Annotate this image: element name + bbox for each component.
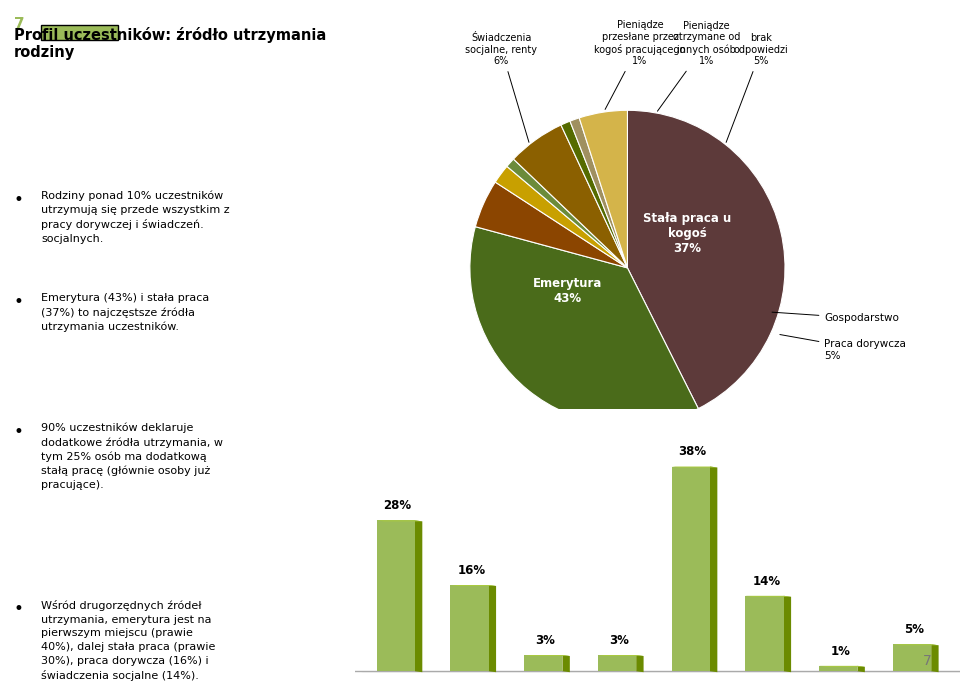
Text: •: •	[13, 191, 24, 209]
Text: 1%: 1%	[830, 644, 851, 657]
Bar	[376, 520, 415, 671]
Bar	[893, 644, 931, 671]
Polygon shape	[710, 466, 717, 672]
Bar	[819, 666, 857, 671]
Wedge shape	[475, 182, 628, 268]
Bar	[598, 655, 636, 671]
Wedge shape	[469, 226, 698, 426]
Bar	[672, 466, 710, 671]
Text: brak
odpowiedzi
5%: brak odpowiedzi 5%	[726, 33, 789, 143]
Text: Emerytura (43%) i stała praca
(37%) to najczęstsze źródła
utrzymania uczestników: Emerytura (43%) i stała praca (37%) to n…	[41, 293, 209, 332]
Wedge shape	[507, 159, 628, 268]
Polygon shape	[415, 520, 422, 672]
Text: 38%: 38%	[679, 445, 707, 458]
Text: 3%: 3%	[609, 634, 629, 647]
Polygon shape	[563, 655, 570, 672]
Polygon shape	[355, 671, 960, 672]
Text: •: •	[13, 423, 24, 441]
Polygon shape	[931, 644, 939, 672]
Text: Wśród drugorzędnych źródeł
utrzymania, emerytura jest na
pierwszym miejscu (praw: Wśród drugorzędnych źródeł utrzymania, e…	[41, 600, 216, 681]
Text: 7: 7	[923, 654, 931, 668]
Text: Pieniądze
otrzymane od
innych osób
1%: Pieniądze otrzymane od innych osób 1%	[658, 20, 740, 111]
Text: Rodziny ponad 10% uczestników
utrzymują się przede wszystkim z
pracy dorywczej i: Rodziny ponad 10% uczestników utrzymują …	[41, 191, 230, 243]
Polygon shape	[450, 585, 496, 586]
Text: Stała praca u
kogoś
37%: Stała praca u kogoś 37%	[643, 211, 732, 254]
Polygon shape	[376, 520, 422, 521]
Polygon shape	[598, 655, 643, 656]
Bar	[450, 585, 489, 671]
Text: 7: 7	[13, 17, 24, 32]
Text: Gospodarstwo: Gospodarstwo	[772, 312, 900, 323]
FancyBboxPatch shape	[41, 25, 117, 40]
Wedge shape	[579, 110, 628, 268]
Polygon shape	[672, 466, 717, 467]
Polygon shape	[636, 655, 643, 672]
Text: 16%: 16%	[457, 564, 486, 577]
Bar	[745, 596, 783, 671]
Wedge shape	[495, 166, 628, 268]
Text: •: •	[13, 600, 24, 618]
Text: Świadczenia
socjalne, renty
6%: Świadczenia socjalne, renty 6%	[466, 33, 538, 143]
Bar	[524, 655, 563, 671]
Wedge shape	[514, 125, 628, 268]
Text: 28%: 28%	[384, 499, 412, 512]
Polygon shape	[857, 666, 865, 672]
Text: 5%: 5%	[904, 623, 924, 636]
Text: Pieniądze
przesłane przez
kogoś pracującego
1%: Pieniądze przesłane przez kogoś pracując…	[594, 20, 685, 109]
Polygon shape	[524, 655, 570, 656]
Text: 14%: 14%	[753, 575, 780, 588]
Polygon shape	[819, 666, 865, 667]
Text: Dodatkowa praca: Dodatkowa praca	[575, 449, 711, 463]
Polygon shape	[783, 596, 791, 672]
Polygon shape	[893, 644, 939, 645]
Text: Profil uczestników: źródło utrzymania: Profil uczestników: źródło utrzymania	[13, 27, 326, 43]
Text: rodziny: rodziny	[13, 45, 75, 60]
Polygon shape	[489, 585, 496, 672]
Wedge shape	[628, 110, 785, 409]
Text: 90% uczestników deklaruje
dodatkowe źródła utrzymania, w
tym 25% osób ma dodatko: 90% uczestników deklaruje dodatkowe źród…	[41, 423, 224, 490]
Polygon shape	[745, 596, 791, 597]
Text: •: •	[13, 293, 24, 311]
Wedge shape	[570, 118, 628, 268]
Text: Praca dorywcza
5%: Praca dorywcza 5%	[780, 335, 906, 361]
Text: 3%: 3%	[536, 634, 555, 647]
Text: Emerytura
43%: Emerytura 43%	[533, 278, 602, 306]
Wedge shape	[561, 121, 628, 268]
